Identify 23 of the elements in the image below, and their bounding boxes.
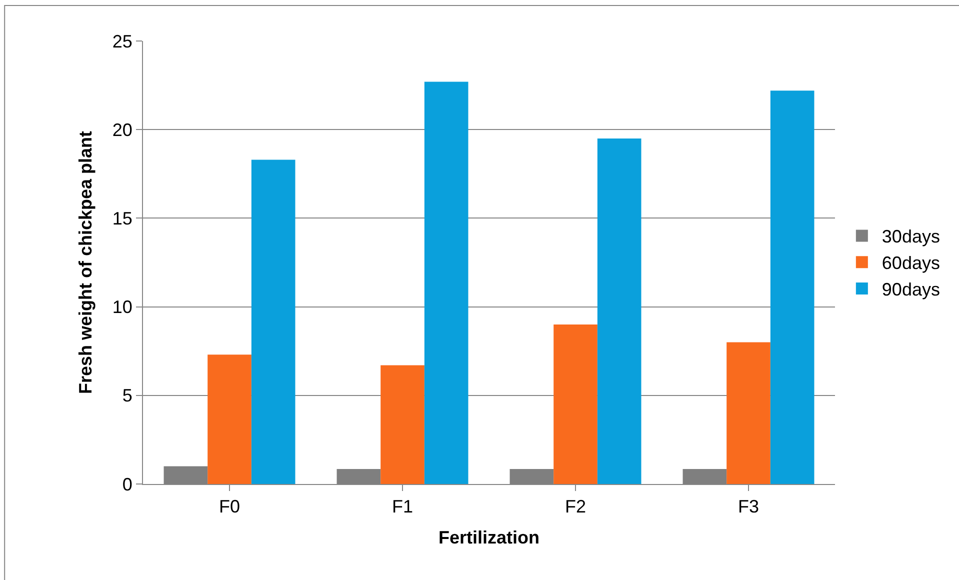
- bar: [726, 342, 770, 484]
- bar: [597, 138, 642, 484]
- bar: [208, 354, 252, 484]
- bar: [770, 90, 814, 484]
- x-tick-label: F3: [738, 496, 760, 517]
- legend-label: 30days: [882, 226, 940, 247]
- x-tick-label: F0: [218, 496, 240, 517]
- y-tick-label: 0: [122, 474, 132, 494]
- y-axis-title: Fresh weight of chickpea plant: [76, 130, 96, 394]
- x-tick-label: F1: [392, 496, 414, 517]
- y-tick-label: 5: [122, 386, 132, 406]
- x-tick-label: F2: [564, 496, 586, 517]
- legend-label: 60days: [882, 253, 940, 274]
- bar: [424, 82, 468, 484]
- y-tick-label: 15: [112, 208, 132, 228]
- y-tick-label: 25: [112, 31, 132, 52]
- bar: [554, 324, 598, 484]
- bar: [251, 160, 296, 484]
- legend-label: 90days: [882, 280, 940, 300]
- y-tick-label: 20: [112, 120, 132, 140]
- y-tick-label: 10: [112, 297, 132, 318]
- x-axis-title: Fertilization: [438, 528, 540, 548]
- bar: [380, 365, 424, 484]
